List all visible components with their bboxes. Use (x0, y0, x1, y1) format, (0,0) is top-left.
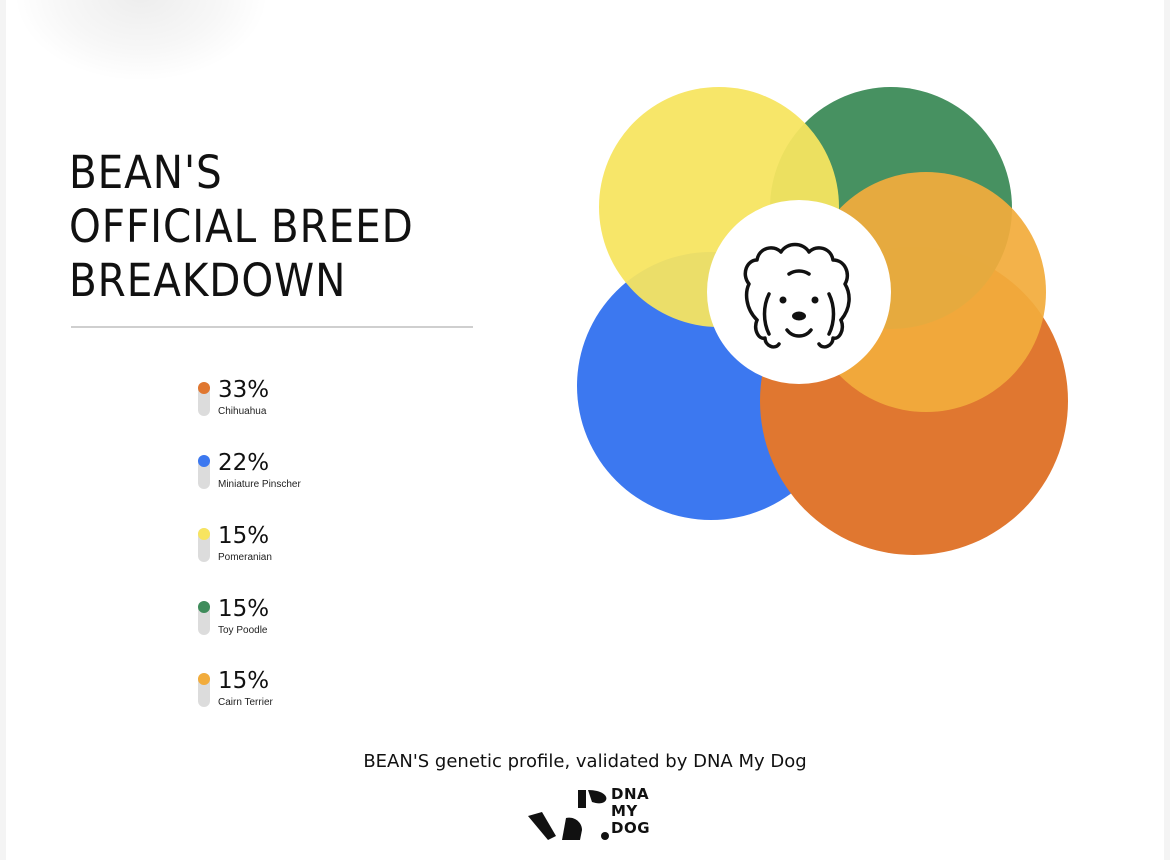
legend-marker (198, 455, 210, 489)
legend-item-pomeranian: 15% Pomeranian (198, 522, 458, 570)
brand-line-2: MY (611, 802, 638, 820)
legend-marker (198, 528, 210, 562)
title-line-1: BEAN'S (69, 146, 223, 199)
legend-percent: 22% (218, 450, 270, 476)
title-line-3: BREAKDOWN (69, 254, 347, 307)
brand-line-3: DOG (611, 819, 651, 837)
legend-breed: Chihuahua (218, 406, 267, 417)
dna-my-dog-logo: DNA MY DOG (520, 786, 670, 846)
legend-item-toy-poodle: 15% Toy Poodle (198, 595, 458, 643)
legend-dot (198, 528, 210, 540)
venn-center-disc (707, 200, 891, 384)
title-line-2: OFFICIAL BREED (69, 200, 414, 253)
legend-marker (198, 601, 210, 635)
brand-line-1: DNA (611, 785, 650, 803)
legend-dot (198, 673, 210, 685)
legend-breed: Miniature Pinscher (218, 479, 301, 490)
legend-marker (198, 673, 210, 707)
legend-item-cairn-terrier: 15% Cairn Terrier (198, 667, 458, 715)
legend-percent: 15% (218, 668, 270, 694)
footer-caption: BEAN'S genetic profile, validated by DNA… (363, 751, 807, 772)
legend-percent: 15% (218, 523, 270, 549)
brand-wordmark: DNA MY DOG (611, 786, 650, 837)
dna-my-dog-logo-icon (528, 790, 609, 840)
legend-breed: Pomeranian (218, 552, 272, 563)
report-title: BEAN'S OFFICIAL BREED BREAKDOWN (69, 146, 414, 308)
legend-dot (198, 455, 210, 467)
title-divider (71, 326, 473, 328)
legend-percent: 33% (218, 377, 270, 403)
legend-breed: Cairn Terrier (218, 697, 273, 708)
breed-venn-chart (577, 87, 1068, 555)
legend-item-chihuahua: 33% Chihuahua (198, 376, 458, 424)
legend-marker (198, 382, 210, 416)
breed-report-card: BEAN'S OFFICIAL BREED BREAKDOWN 33% Chih… (6, 0, 1164, 860)
legend-item-miniature-pinscher: 22% Miniature Pinscher (198, 449, 458, 497)
legend-dot (198, 601, 210, 613)
legend-percent: 15% (218, 596, 270, 622)
legend-breed: Toy Poodle (218, 625, 268, 636)
legend-dot (198, 382, 210, 394)
dog-face-icon (743, 242, 851, 349)
